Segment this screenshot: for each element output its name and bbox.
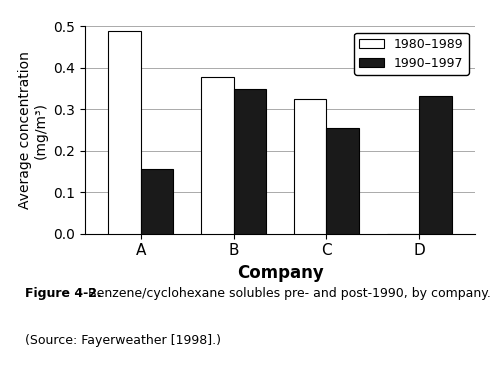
Bar	[294, 99, 326, 234]
X-axis label: Company: Company	[236, 264, 324, 282]
Text: (Source: Fayerweather [1998].): (Source: Fayerweather [1998].)	[25, 334, 221, 346]
Bar	[201, 77, 234, 234]
Bar	[420, 96, 452, 234]
Bar	[108, 31, 140, 234]
Text: Figure 4-2.: Figure 4-2.	[25, 287, 102, 299]
Bar	[140, 170, 173, 234]
Y-axis label: Average concentration
(mg/m³): Average concentration (mg/m³)	[18, 51, 48, 209]
Text: Benzene/cyclohexane solubles pre- and post-1990, by company.: Benzene/cyclohexane solubles pre- and po…	[88, 287, 490, 299]
Legend: 1980–1989, 1990–1997: 1980–1989, 1990–1997	[354, 33, 469, 75]
Bar	[234, 89, 266, 234]
Bar	[326, 128, 359, 234]
